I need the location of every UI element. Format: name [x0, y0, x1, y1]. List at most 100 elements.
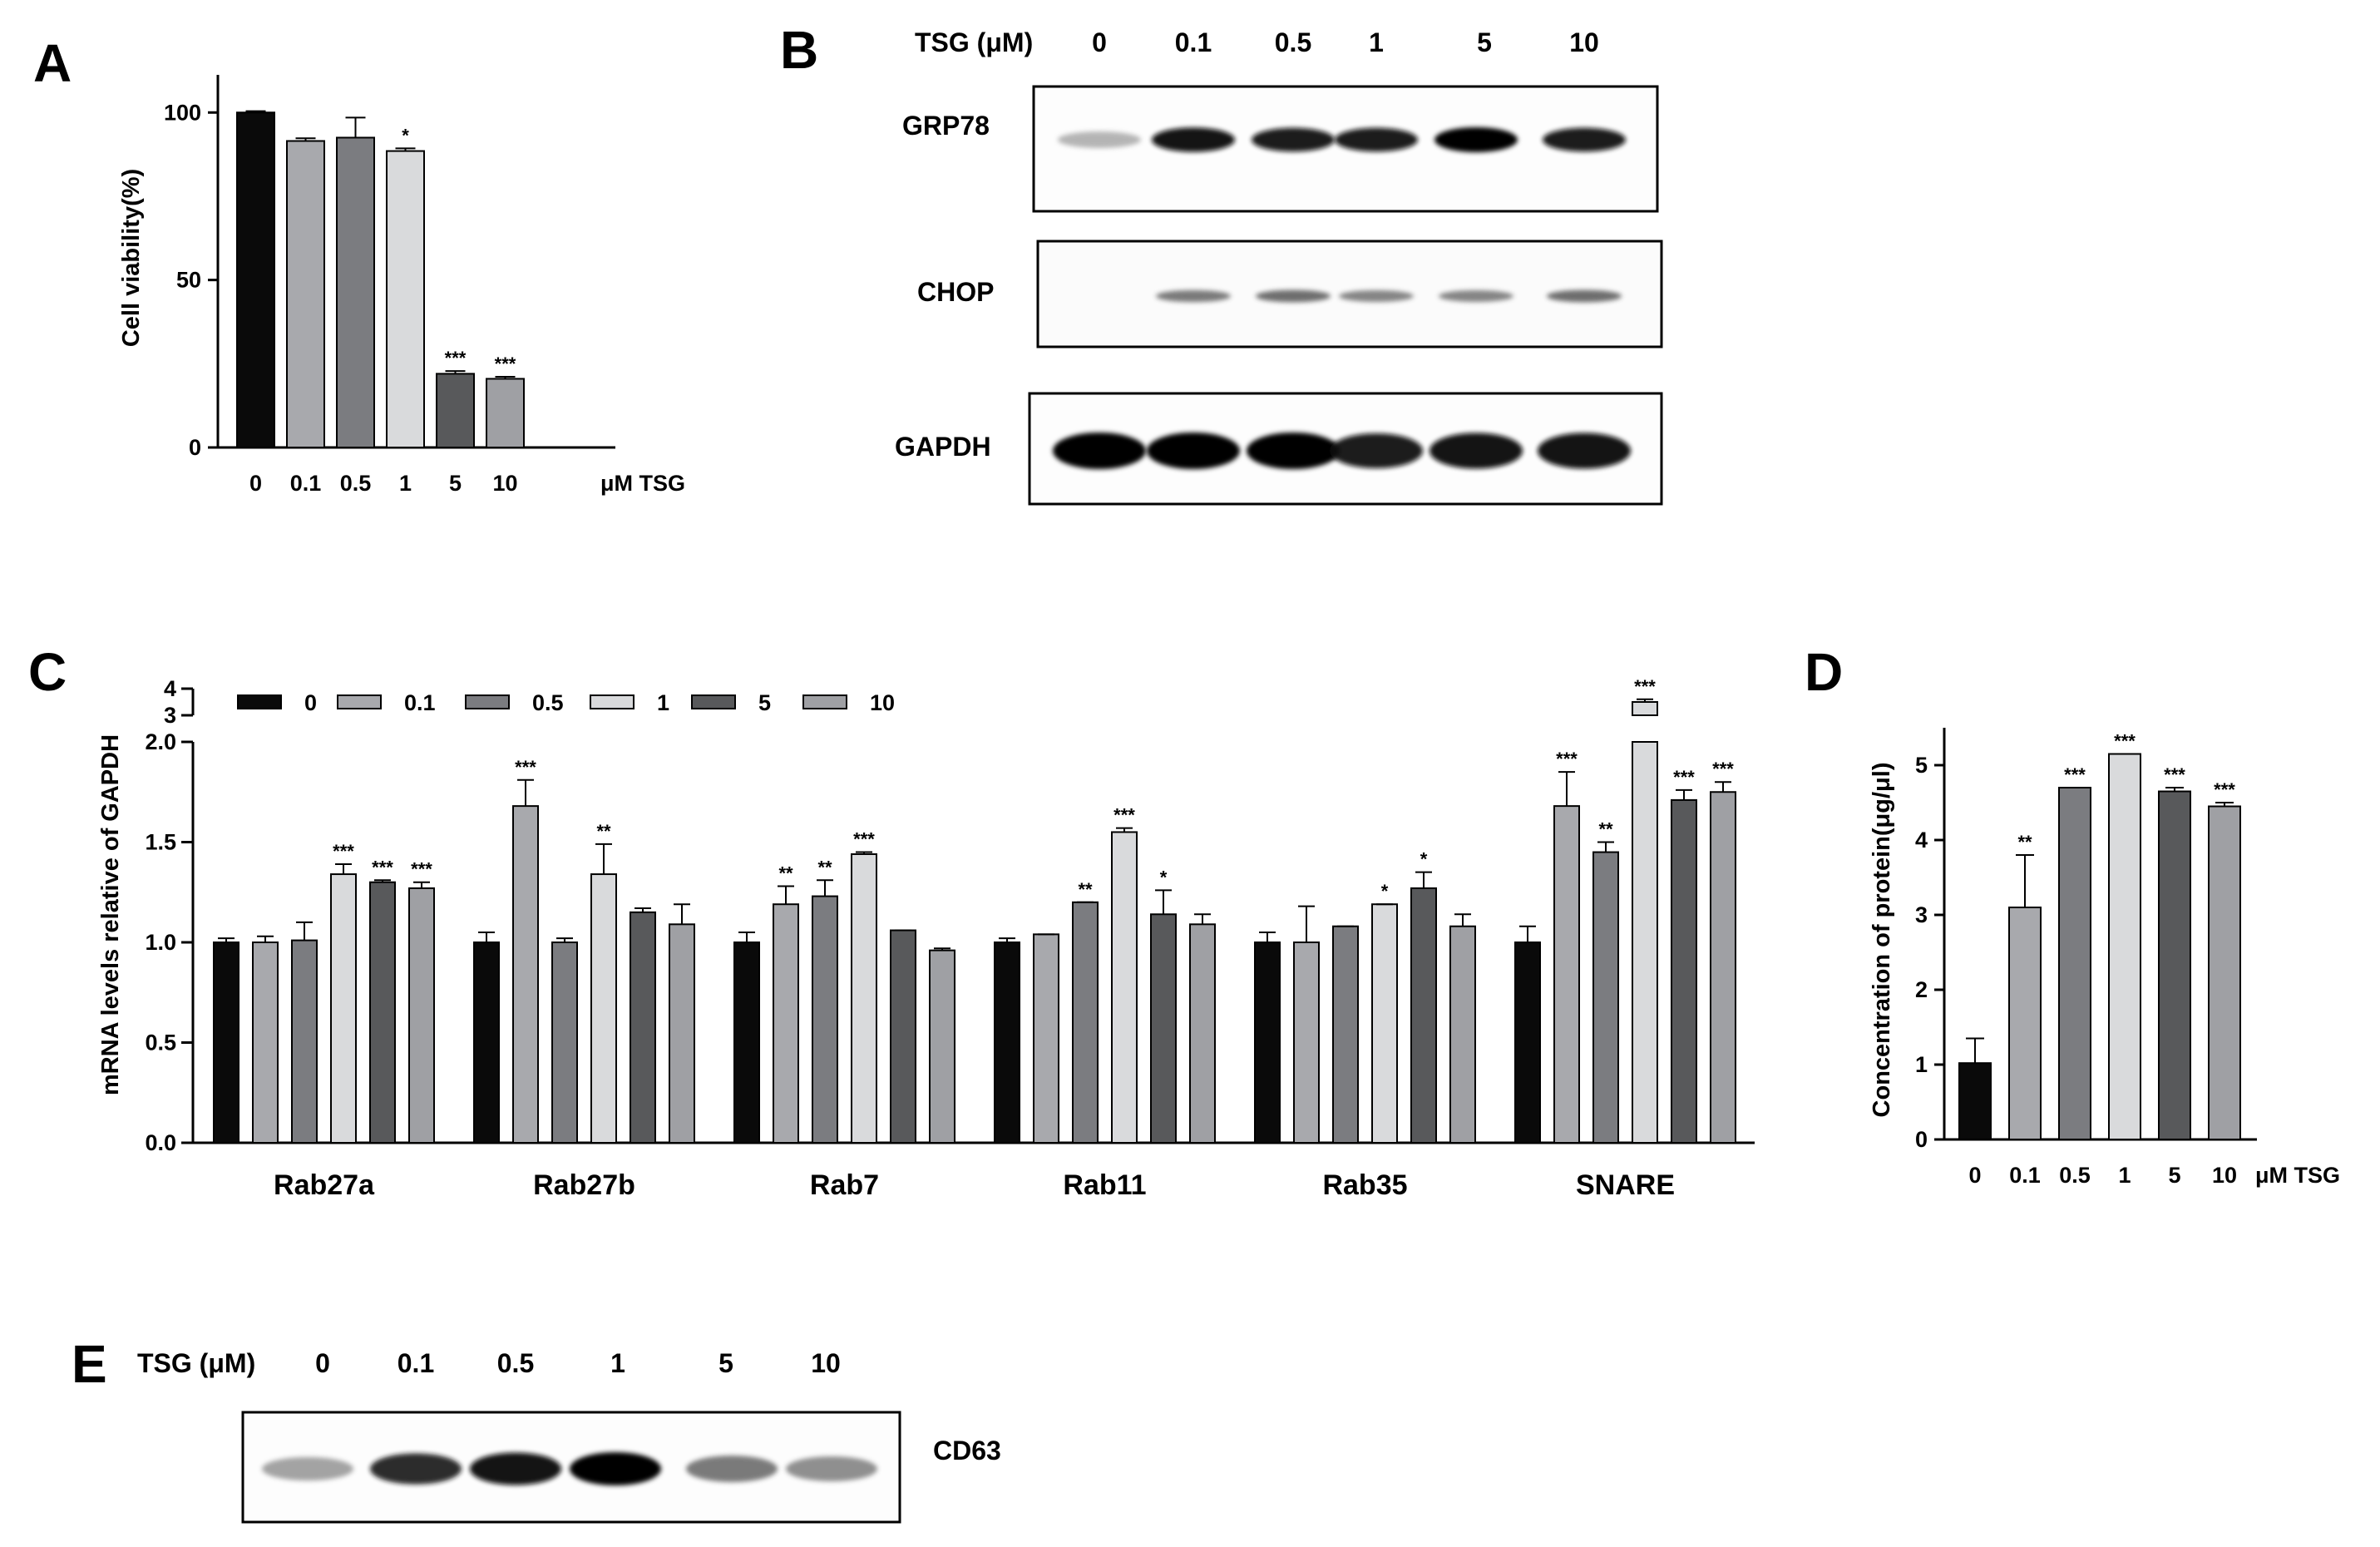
western-blot-b: TSG (μM) 0 0.1 0.5 1 5 10 GRP78 CHOP GAP…: [895, 27, 1663, 506]
bar: [1254, 942, 1281, 1144]
protein-band: [262, 1456, 353, 1481]
blot-e-bands-cd63: [262, 1452, 877, 1485]
protein-band: [786, 1456, 877, 1482]
blot-b-protein-grp78: GRP78: [902, 111, 990, 141]
x-group-label: Rab11: [1063, 1169, 1146, 1201]
x-tick-label: 5: [2168, 1163, 2180, 1188]
y-tick-label: 100: [164, 100, 201, 125]
bar: [369, 881, 396, 1144]
significance-mark: *: [1381, 881, 1389, 902]
blot-b-dose: 10: [1569, 27, 1599, 57]
legend-swatch: [802, 694, 847, 709]
bar: [1710, 791, 1736, 1144]
bar: [213, 942, 239, 1144]
y-tick-label: 4: [164, 676, 176, 701]
bar: [733, 942, 760, 1144]
x-group-label: SNARE: [1576, 1169, 1675, 1201]
protein-band: [1053, 432, 1146, 469]
y-tick-label: 4: [1915, 828, 1928, 853]
bar: [291, 939, 318, 1144]
legend-label: 0.5: [532, 690, 564, 715]
panel-label-b: B: [780, 20, 818, 80]
legend-label: 0: [304, 690, 317, 715]
protein-band: [1538, 432, 1631, 469]
x-tick-label: 0: [1968, 1163, 1981, 1188]
x-tick-label: 0.5: [340, 471, 372, 496]
significance-mark: **: [817, 857, 832, 877]
y-tick-label: 3: [1915, 902, 1928, 927]
significance-mark: ***: [372, 857, 393, 877]
protein-band: [1058, 131, 1141, 148]
bar: [336, 136, 375, 449]
bar: [1410, 887, 1437, 1144]
bar: [1514, 942, 1541, 1144]
bar: [1553, 805, 1580, 1144]
chart-d: 0 1 2 3 4 5 0 ** 0.1 *** 0.5 *** 1 *** 5 *** 10 μM TSG Con…: [1869, 728, 2340, 1188]
bar: [851, 853, 877, 1144]
y-tick-label: 2: [1915, 977, 1928, 1002]
protein-band: [1156, 289, 1231, 303]
bar: [1150, 913, 1177, 1144]
blot-e-treatment-label: TSG (μM): [137, 1348, 255, 1378]
blot-b-protein-chop: CHOP: [917, 277, 994, 307]
x-tick-label: 10: [492, 471, 517, 496]
protein-band: [1543, 127, 1626, 152]
blot-b-bands-gapdh: [1053, 432, 1631, 469]
x-axis-label: μM TSG: [600, 471, 685, 496]
y-tick-label: 0: [1915, 1127, 1928, 1152]
blot-e-dose: 5: [718, 1348, 733, 1378]
y-axis-label: mRNA levels relative of GAPDH: [97, 734, 124, 1095]
blot-b-dose: 0.1: [1175, 27, 1212, 57]
x-tick-label: 0.1: [2009, 1163, 2041, 1188]
x-tick-label: 5: [449, 471, 462, 496]
western-blot-e: TSG (μM) 0 0.1 0.5 1 5 10 CD63: [137, 1348, 1001, 1524]
legend-label: 0.1: [404, 690, 436, 715]
chart-a: 0 50 100 0 0.1 0.5 * 1 *** 5 *** 10 μM TSG Cell viabi…: [118, 75, 685, 496]
legend-swatch: [237, 694, 282, 709]
significance-mark: **: [596, 821, 611, 842]
blot-b-dose: 0: [1092, 27, 1107, 57]
blot-e-dose: 0.1: [397, 1348, 434, 1378]
bar: [630, 911, 656, 1144]
y-tick-label: 1.5: [145, 830, 176, 855]
bar: [1293, 942, 1320, 1144]
bar: [2108, 753, 2141, 1140]
blot-b-membrane-grp78: [1032, 85, 1659, 213]
bar: [1189, 923, 1216, 1144]
x-tick-label: 10: [2212, 1163, 2237, 1188]
significance-mark: ***: [2114, 731, 2136, 752]
significance-mark: ***: [411, 859, 432, 880]
significance-mark: ***: [853, 829, 875, 850]
bar: [1958, 1062, 1992, 1140]
bar: [2158, 790, 2191, 1140]
blot-b-dose: 1: [1369, 27, 1384, 57]
significance-mark: ***: [1673, 767, 1695, 788]
significance-mark: *: [402, 125, 409, 146]
protein-band: [470, 1452, 561, 1485]
significance-mark: ***: [515, 757, 536, 778]
blot-e-dose: 1: [610, 1348, 625, 1378]
protein-band: [1152, 127, 1235, 152]
bar: [1111, 831, 1138, 1144]
blot-e-dose: 0.5: [497, 1348, 534, 1378]
legend-swatch: [590, 694, 635, 709]
blot-b-protein-gapdh: GAPDH: [895, 432, 991, 462]
y-tick-label: 0: [189, 435, 201, 460]
x-axis-label: μM TSG: [2255, 1163, 2340, 1188]
protein-band: [1339, 290, 1414, 302]
panel-label-c: C: [28, 642, 67, 702]
legend-label: 1: [657, 690, 669, 715]
protein-band: [1247, 432, 1340, 469]
bar: [1033, 933, 1059, 1144]
significance-mark: **: [2017, 832, 2032, 853]
significance-mark: ***: [445, 348, 467, 368]
panel-label-a: A: [33, 33, 72, 93]
x-tick-label: 1: [2118, 1163, 2131, 1188]
significance-mark: *: [1160, 867, 1168, 887]
x-tick-label: 1: [399, 471, 412, 496]
bar: [1072, 901, 1099, 1144]
bar: [1371, 903, 1398, 1144]
bar: [1671, 798, 1697, 1144]
significance-mark: ***: [2214, 779, 2235, 800]
